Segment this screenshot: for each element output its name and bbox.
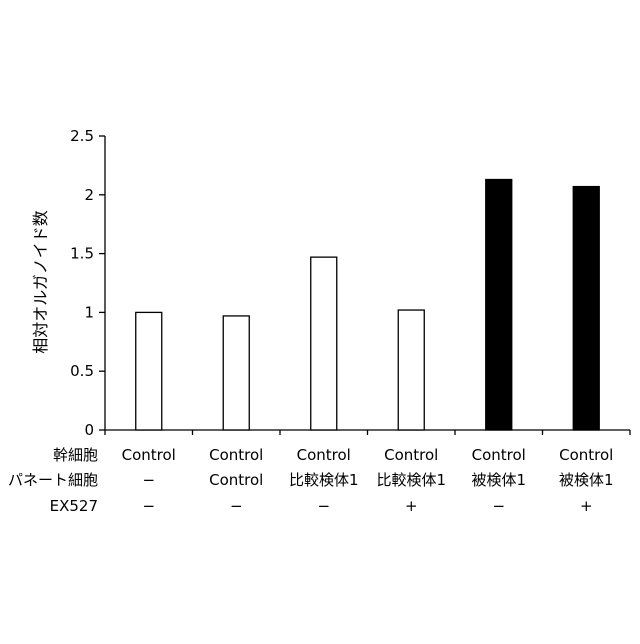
table-cell: Control	[472, 446, 526, 464]
bar	[311, 257, 337, 430]
table-cell: 被検体1	[471, 471, 526, 489]
bar	[486, 180, 512, 430]
y-tick-label: 1.5	[70, 245, 94, 263]
table-cell: Control	[384, 446, 438, 464]
bar	[136, 312, 162, 430]
y-tick-label: 1	[84, 303, 94, 321]
table-cell: Control	[559, 446, 613, 464]
y-tick-label: 2	[84, 186, 94, 204]
table-cell: −	[142, 471, 155, 489]
bar	[573, 187, 599, 430]
y-axis: 0 0.5 1 1.5 2 2.5	[70, 127, 105, 439]
table-cell: Control	[297, 446, 351, 464]
table-cell: Control	[209, 446, 263, 464]
table-cell: Control	[209, 471, 263, 489]
bars	[136, 180, 600, 430]
y-tick-label: 0	[84, 421, 94, 439]
table-cell: Control	[122, 446, 176, 464]
table-cell: +	[405, 497, 418, 515]
table-row-label: 幹細胞	[53, 446, 98, 464]
table-row-label: EX527	[50, 497, 98, 515]
bar	[223, 316, 249, 430]
table-cell: −	[142, 497, 155, 515]
condition-table: 幹細胞 Control Control Control Control Control Co…	[8, 446, 614, 515]
bar	[398, 310, 424, 430]
y-tick-label: 0.5	[70, 362, 94, 380]
table-cell: +	[580, 497, 593, 515]
table-cell: −	[492, 497, 505, 515]
y-axis-label: 相対オルガノイド数	[31, 210, 50, 354]
table-cell: −	[317, 497, 330, 515]
table-cell: 被検体1	[559, 471, 614, 489]
table-cell: 比較検体1	[289, 471, 359, 489]
y-tick-label: 2.5	[70, 127, 94, 145]
x-axis	[105, 430, 630, 435]
table-cell: −	[230, 497, 243, 515]
table-row-label: パネート細胞	[8, 471, 98, 489]
table-cell: 比較検体1	[376, 471, 446, 489]
